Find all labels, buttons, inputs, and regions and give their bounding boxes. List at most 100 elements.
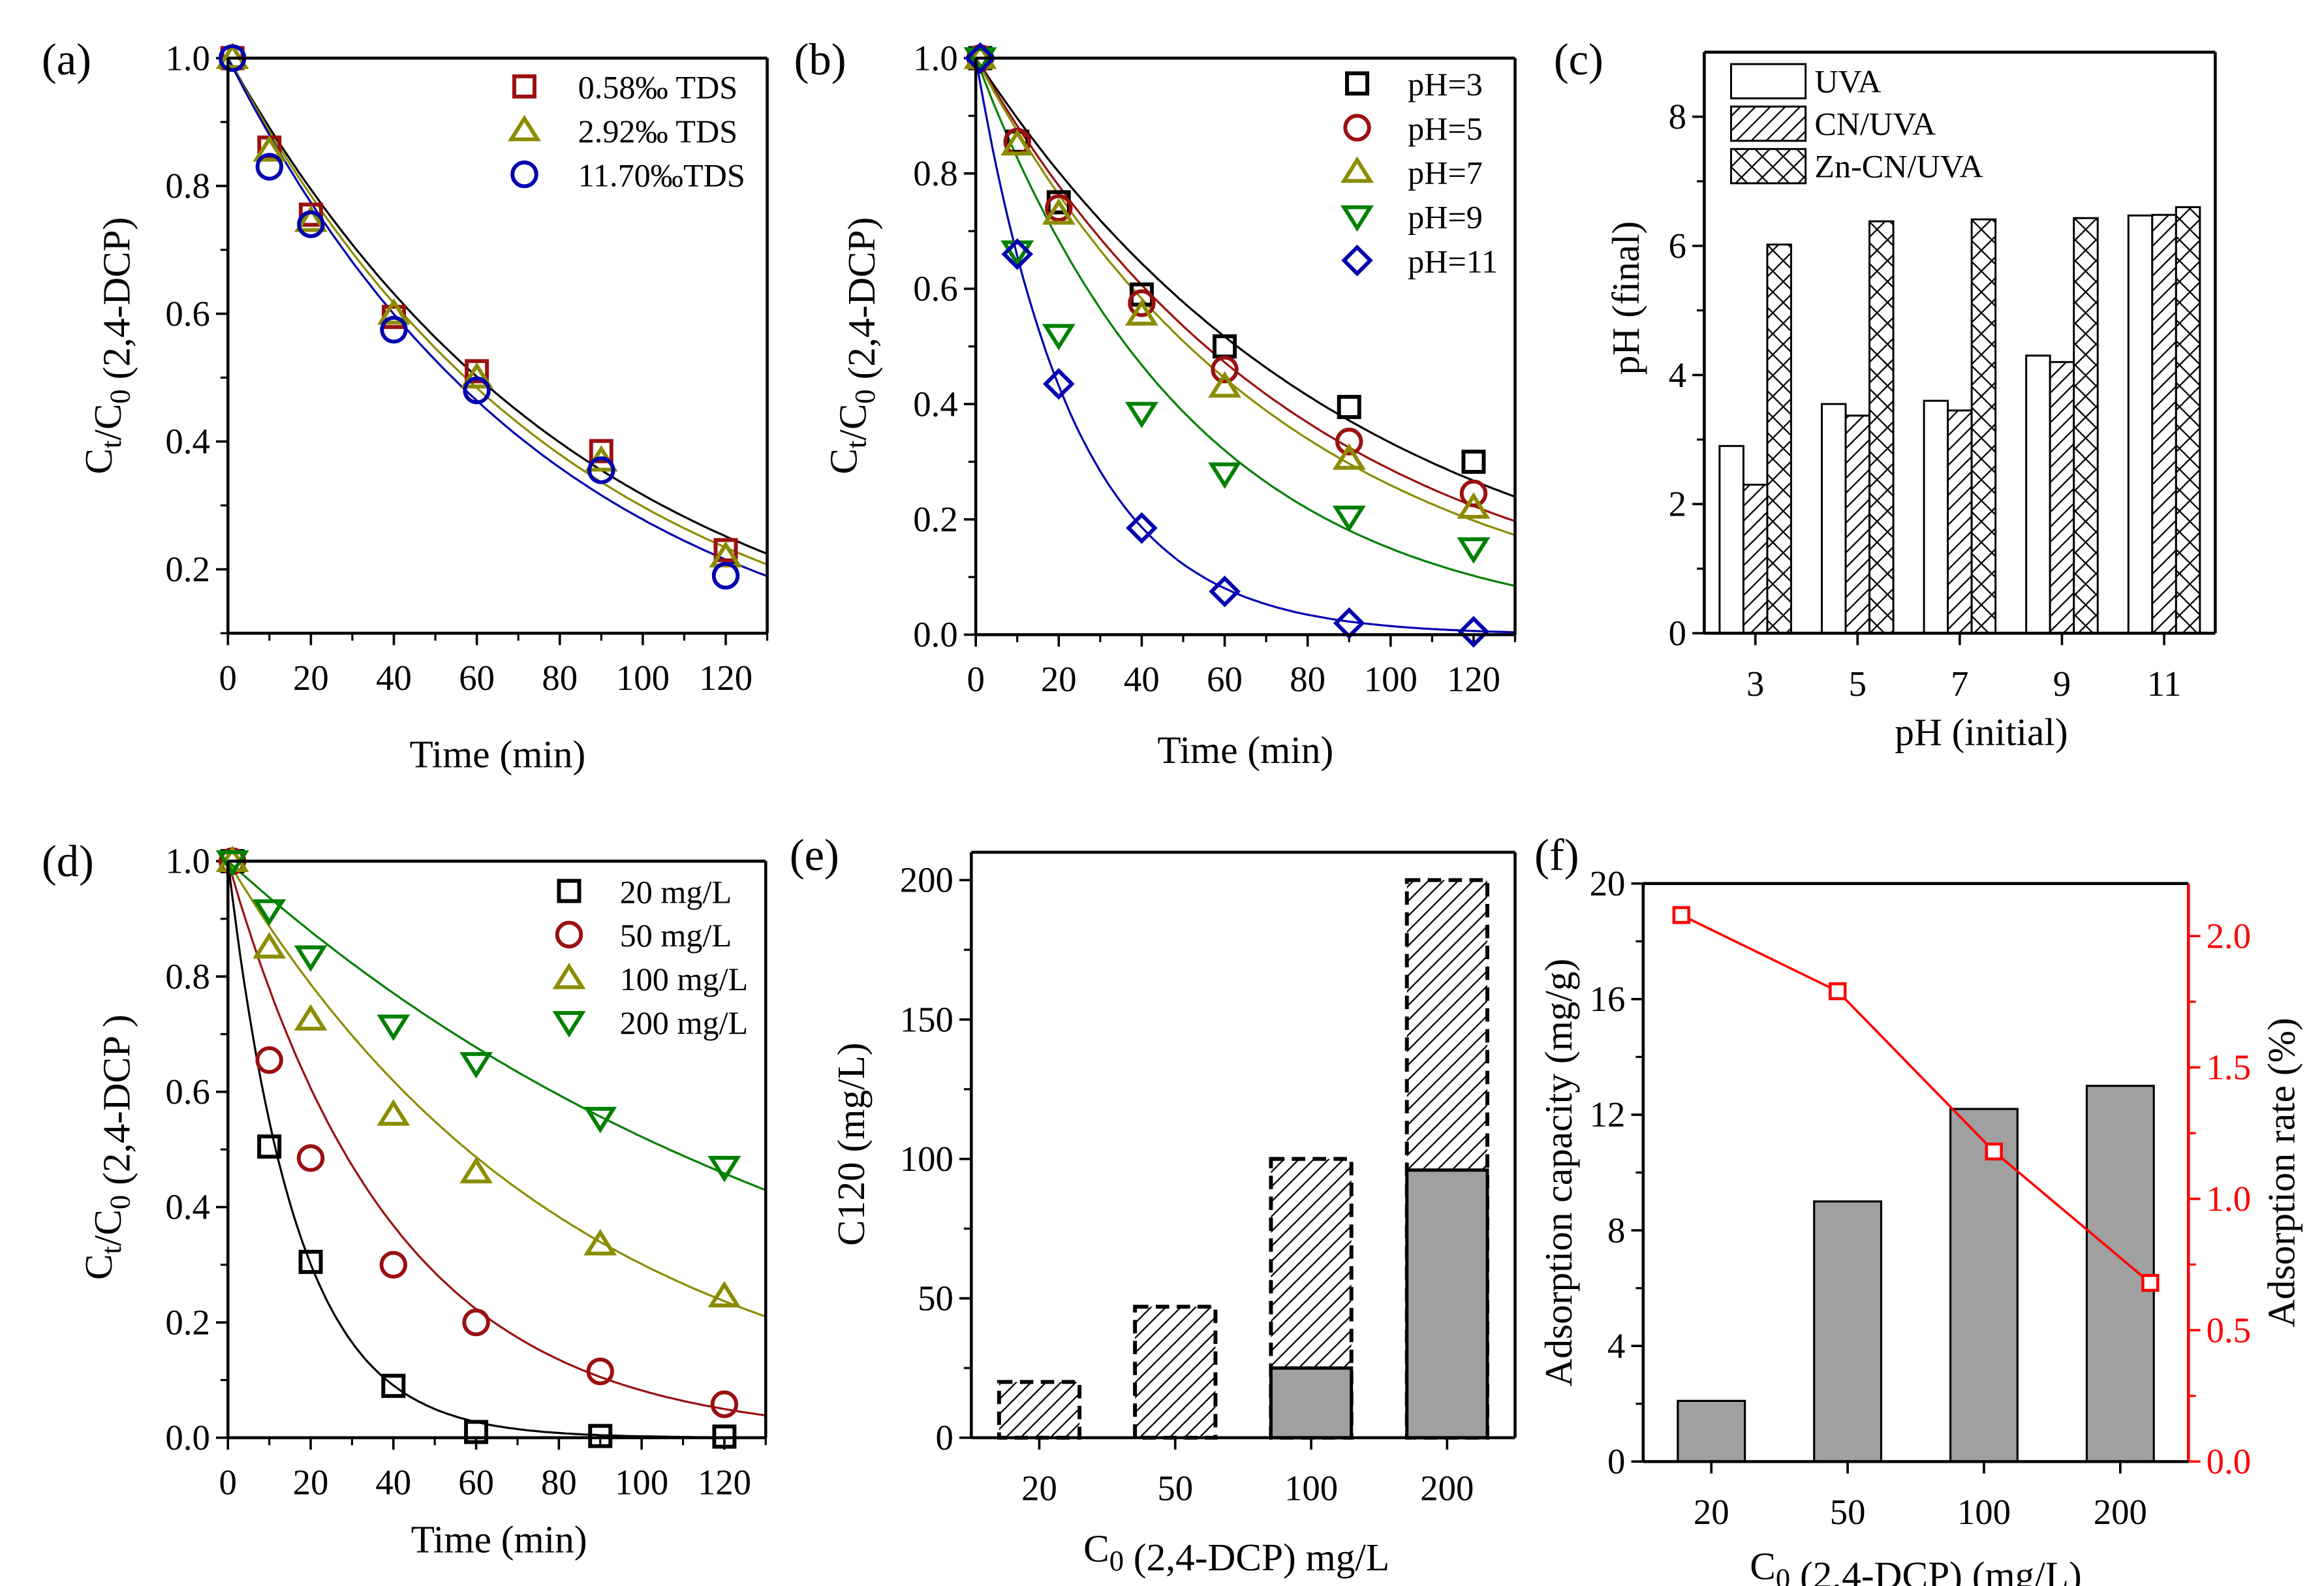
data-point (1209, 575, 1241, 608)
fit-curve (228, 861, 766, 1191)
y-tick-label: 4 (1669, 355, 1686, 395)
data-point (583, 1229, 617, 1256)
legend-marker (1340, 156, 1374, 183)
panel-label: (e) (790, 830, 839, 880)
y-tick-label: 50 (918, 1279, 953, 1318)
legend-label: pH=5 (1408, 110, 1483, 147)
x-tick-label: 9 (2053, 664, 2071, 704)
x-tick-label: 100 (1364, 659, 1418, 699)
bar (1813, 1200, 1883, 1463)
data-point (253, 135, 287, 162)
x-tick-label: 3 (1746, 664, 1764, 704)
x-tick-label: 60 (1207, 659, 1243, 699)
panel-d: (d)0.00.20.40.60.81.0Ct/C0 (2,4-DCP )Tim… (42, 836, 767, 1561)
bar (1677, 1399, 1746, 1463)
legend-marker (557, 879, 581, 903)
legend-label: pH=7 (1408, 155, 1483, 191)
data-point (1045, 194, 1073, 222)
bar (1970, 218, 1997, 634)
legend-label: CN/UVA (1814, 106, 1936, 142)
legend-label: 2.92‰ TDS (578, 113, 738, 149)
label-part: C (77, 448, 120, 474)
data-point (710, 1390, 739, 1418)
data-point (1208, 371, 1242, 398)
subscript: 0 (104, 389, 136, 403)
data-point (255, 153, 284, 181)
x-tick-label: 7 (1951, 664, 1968, 704)
y-tick-label: 150 (900, 999, 953, 1039)
x-tick-label: 80 (541, 1463, 577, 1502)
x-tick-label: 100 (1284, 1469, 1338, 1508)
y-tick-label: 0.2 (165, 1302, 209, 1342)
x-tick-label: 50 (1157, 1469, 1193, 1508)
y-tick-label: 0.8 (165, 956, 209, 996)
series (963, 47, 1491, 564)
bar (1947, 409, 1973, 634)
x-tick-label: 40 (1124, 659, 1160, 699)
label-part: /C (831, 404, 874, 441)
y2-tick-label: 0.5 (2207, 1310, 2251, 1350)
data-point (462, 1308, 490, 1337)
legend-swatch (1730, 105, 1807, 142)
legend-swatch (1730, 63, 1807, 100)
label-part: /C (86, 1209, 129, 1246)
data-point (1124, 401, 1158, 429)
rate-point (1829, 982, 1847, 1001)
y-tick-label: 0.2 (913, 499, 957, 539)
x-axis-label: Time (min) (409, 733, 585, 776)
legend-label: 200 mg/L (620, 1004, 749, 1041)
data-point (257, 1134, 282, 1159)
subscript: t (95, 1245, 127, 1254)
y-axis-label: C120 (mg/L) (829, 1042, 873, 1246)
data-point (964, 42, 997, 74)
y-tick-label: 8 (1607, 1210, 1625, 1250)
label-part: (2,4-DCP) (mg/L) (1790, 1553, 2082, 1586)
data-point (1337, 395, 1361, 420)
data-point (459, 1157, 493, 1184)
y-tick-label: 20 (1590, 863, 1626, 903)
fit-curve (228, 58, 767, 555)
subscript: 0 (104, 1195, 136, 1209)
panel-label: (a) (42, 35, 91, 84)
x-tick-label: 20 (1021, 1469, 1057, 1508)
legend-marker (552, 1011, 586, 1038)
bar (1868, 220, 1895, 634)
bar (1923, 399, 1949, 634)
subscript: 0 (1776, 1562, 1790, 1586)
data-point (583, 1106, 617, 1134)
label-part: /C (86, 404, 129, 441)
data-point (1457, 537, 1491, 564)
data-point (1211, 355, 1239, 384)
label-part: Time (min) (409, 733, 585, 776)
bar (2127, 214, 2154, 634)
legend-label: 11.70‰TDS (578, 157, 745, 193)
label-part: C (77, 1254, 120, 1280)
y2-tick-label: 0.0 (2207, 1442, 2251, 1482)
label-part: pH (final) (1604, 221, 1647, 375)
data-point (463, 376, 491, 405)
legend-label: 0.58‰ TDS (578, 69, 738, 106)
panel-label: (d) (42, 836, 94, 886)
y-axis-label: pH (final) (1604, 221, 1647, 375)
bar (1766, 243, 1792, 634)
subscript: t (839, 440, 872, 448)
y-tick-label: 1.0 (165, 841, 209, 881)
x-tick-label: 100 (616, 658, 670, 698)
panel-label: (c) (1554, 35, 1604, 84)
fit-curve (976, 58, 1515, 634)
y-axis-label: Adsorption capacity (mg/g) (1537, 959, 1580, 1387)
x-tick-label: 5 (1849, 664, 1867, 704)
legend-swatch (1730, 148, 1807, 185)
data-point (460, 362, 494, 389)
x-axis-label: Time (min) (411, 1518, 587, 1561)
data-point (707, 1281, 741, 1308)
panel-label: (f) (1534, 830, 1579, 880)
data-point (1042, 324, 1076, 350)
data-point (1208, 462, 1242, 489)
x-tick-label: 11 (2147, 664, 2182, 704)
legend-label: pH=11 (1408, 243, 1498, 279)
data-point (294, 1004, 328, 1031)
x-tick-label: 0 (967, 659, 984, 699)
legend-marker (552, 963, 586, 989)
y-tick-label: 200 (900, 860, 953, 900)
